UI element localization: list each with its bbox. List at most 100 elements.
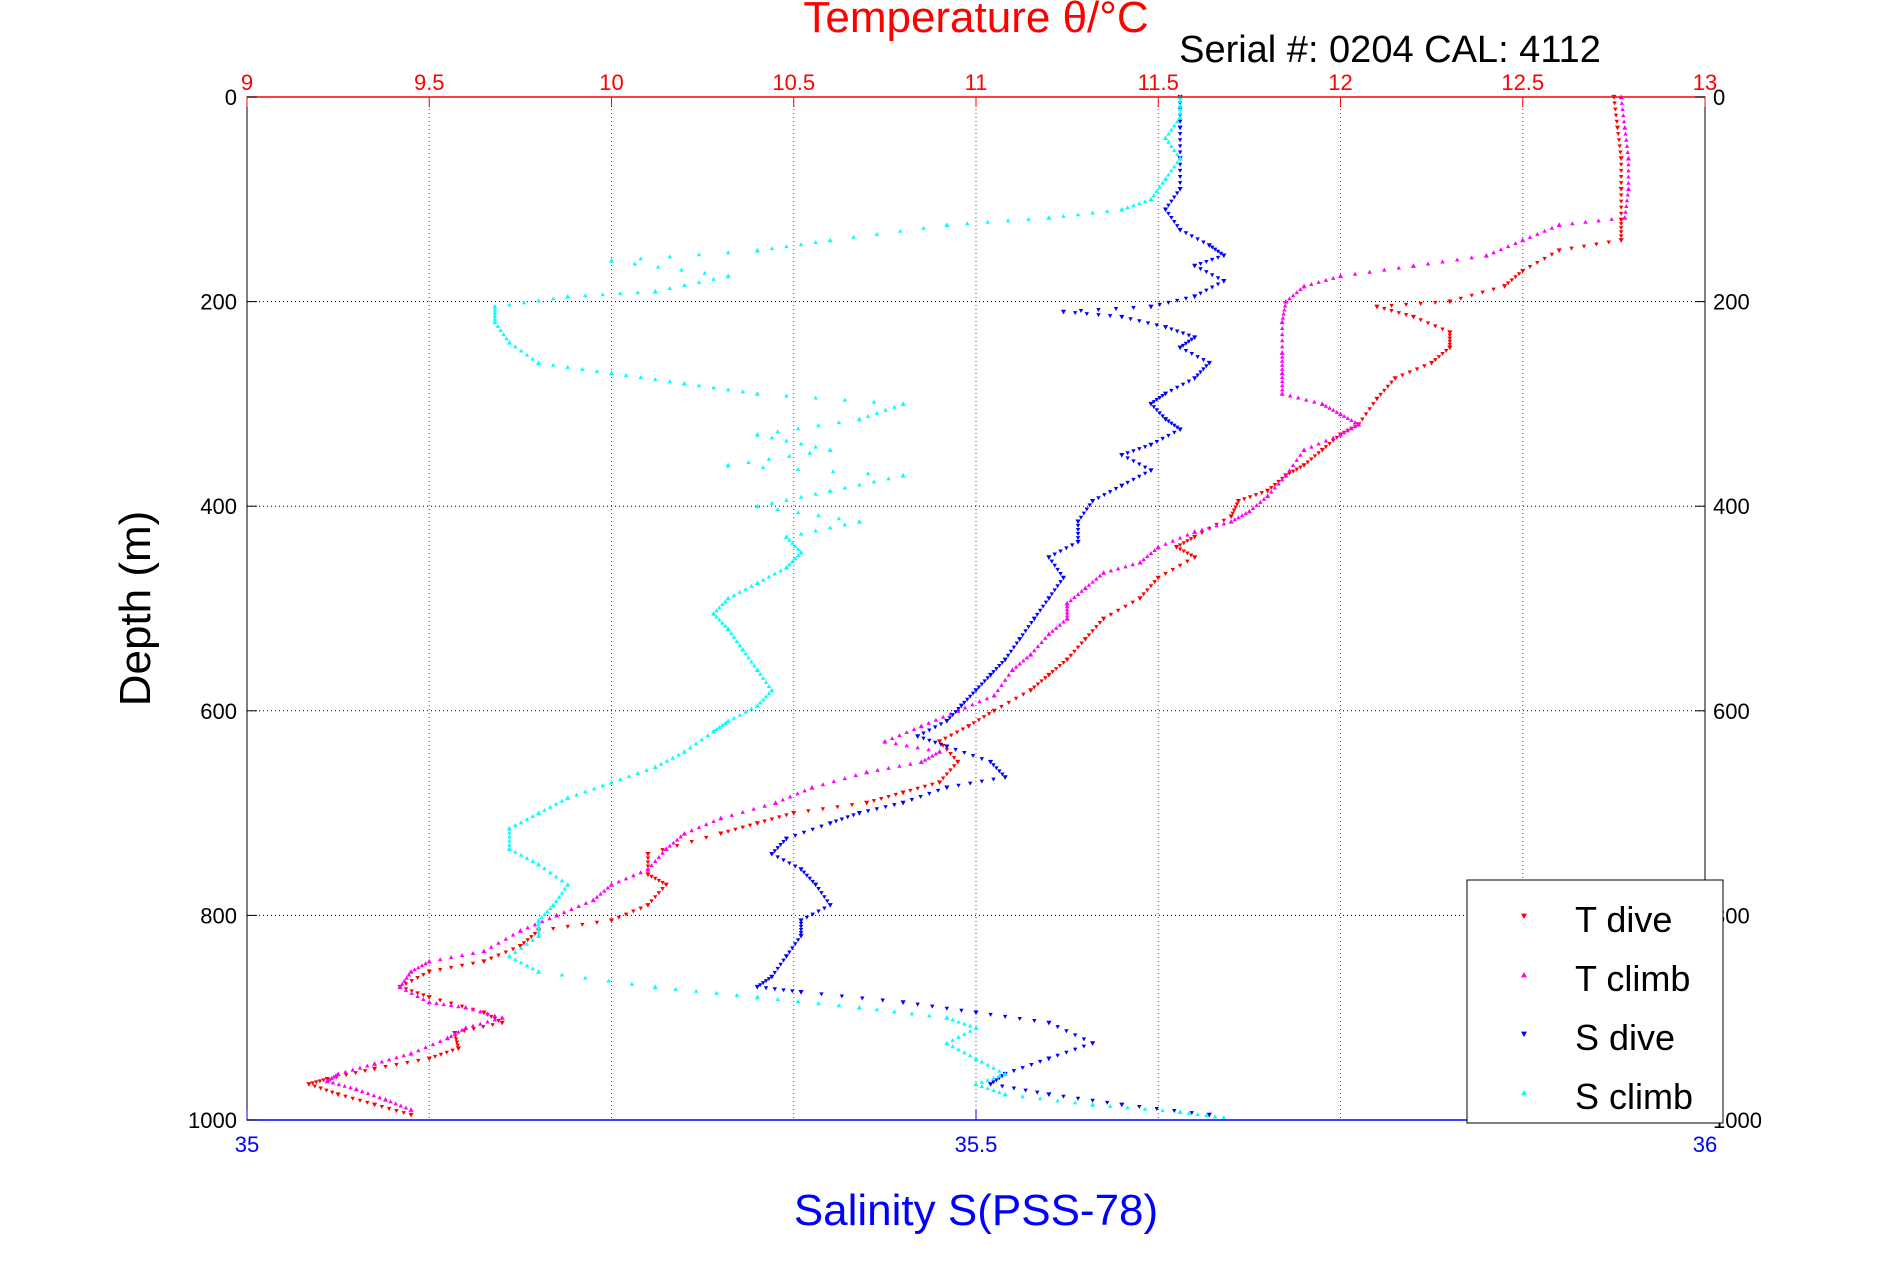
data-point: [403, 987, 409, 992]
data-point: [1620, 107, 1625, 112]
data-point: [618, 291, 623, 296]
data-point: [1480, 290, 1485, 295]
data-point: [1527, 234, 1533, 239]
data-point: [936, 749, 943, 754]
data-point: [1032, 685, 1037, 690]
data-point: [1162, 135, 1169, 140]
data-point: [1172, 220, 1177, 225]
data-point: [1148, 584, 1154, 589]
data-point: [542, 807, 547, 812]
data-point: [944, 718, 950, 724]
data-point: [1131, 449, 1136, 454]
data-point: [492, 319, 498, 325]
data-point: [397, 984, 403, 990]
data-point: [1186, 333, 1192, 338]
data-point: [1192, 555, 1198, 560]
depth-tick-label-left: 0: [225, 85, 237, 110]
data-point: [1254, 502, 1259, 507]
data-point: [1090, 1102, 1096, 1107]
data-point: [940, 714, 946, 719]
data-point: [1207, 525, 1212, 530]
data-point: [499, 1020, 505, 1026]
data-point: [629, 981, 635, 986]
data-point: [1057, 664, 1063, 668]
data-point: [437, 967, 443, 972]
data-point: [1279, 325, 1285, 330]
data-point: [763, 679, 769, 684]
data-point: [1414, 367, 1420, 372]
data-point: [1177, 181, 1183, 186]
data-point: [1215, 282, 1221, 287]
data-point: [787, 537, 792, 542]
data-point: [754, 984, 760, 990]
data-point: [1556, 222, 1562, 227]
data-point: [1520, 237, 1526, 243]
data-point: [653, 876, 658, 881]
data-point: [324, 1078, 330, 1084]
data-point: [1198, 370, 1203, 375]
data-point: [1090, 499, 1096, 504]
data-point: [921, 736, 926, 741]
data-point: [1259, 491, 1264, 496]
data-point: [448, 965, 454, 970]
x-axis-label: Salinity S(PSS-78): [794, 1186, 1158, 1235]
data-point: [1619, 100, 1625, 105]
data-point: [1614, 125, 1621, 131]
data-point: [1209, 285, 1215, 290]
data-point: [1064, 610, 1070, 615]
data-point: [517, 944, 523, 949]
data-point: [1100, 570, 1107, 575]
data-point: [1013, 696, 1019, 701]
data-point: [365, 1100, 370, 1105]
data-point: [1542, 256, 1547, 261]
data-point: [649, 863, 654, 868]
data-point: [562, 886, 568, 891]
data-point: [1385, 384, 1391, 389]
data-point: [1175, 385, 1180, 390]
data-point: [1447, 345, 1453, 351]
data-point: [394, 1062, 399, 1067]
data-point: [576, 903, 581, 908]
series-t-dive: [306, 94, 1624, 1118]
data-point: [935, 788, 941, 793]
data-point: [1189, 352, 1194, 356]
data-point: [1002, 1091, 1008, 1097]
data-point: [524, 855, 530, 860]
data-point: [778, 568, 783, 573]
data-point: [1169, 127, 1174, 132]
data-point: [1341, 413, 1347, 418]
data-point: [1172, 1109, 1177, 1113]
data-point: [550, 296, 556, 301]
data-point: [991, 1088, 996, 1093]
data-point: [1013, 664, 1019, 669]
data-point: [550, 362, 556, 367]
data-point: [594, 368, 600, 373]
depth-tick-label-right: 200: [1713, 290, 1750, 315]
data-point: [649, 874, 654, 879]
data-point: [948, 768, 953, 773]
data-point: [1235, 499, 1242, 504]
data-point: [1583, 219, 1588, 224]
data-point: [1177, 345, 1183, 351]
data-point: [583, 900, 589, 905]
data-point: [962, 1031, 967, 1036]
data-point: [1186, 1110, 1192, 1115]
data-point: [1230, 511, 1235, 516]
data-point: [638, 256, 643, 261]
data-point: [1188, 537, 1194, 542]
data-point: [932, 740, 938, 745]
data-point: [734, 639, 740, 643]
data-point: [908, 761, 913, 766]
data-point: [1433, 324, 1438, 329]
data-point: [740, 389, 745, 394]
data-point: [696, 252, 702, 257]
data-point: [359, 1089, 365, 1094]
data-point: [717, 605, 722, 610]
data-point: [1228, 518, 1234, 524]
temperature-tick-label: 12: [1328, 70, 1352, 95]
data-point: [681, 749, 687, 754]
data-point: [1050, 670, 1055, 675]
data-point: [1148, 551, 1154, 556]
data-point: [416, 1058, 421, 1063]
data-point: [448, 1003, 454, 1008]
